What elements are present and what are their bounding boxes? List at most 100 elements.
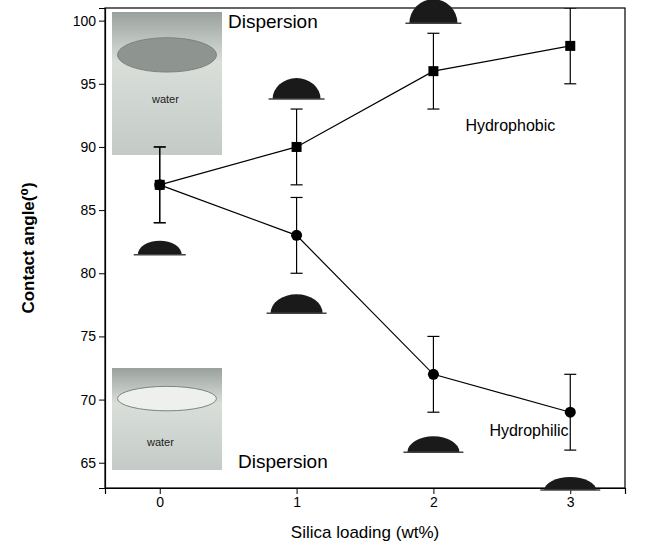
tick: 65 bbox=[80, 455, 105, 471]
photo bbox=[112, 12, 222, 155]
marker bbox=[155, 180, 165, 190]
tick-mark bbox=[99, 273, 105, 274]
error-bar bbox=[154, 147, 166, 223]
error-cap bbox=[291, 197, 303, 198]
tick: 70 bbox=[80, 392, 105, 408]
tick: 0 bbox=[156, 488, 164, 510]
marker bbox=[154, 179, 165, 190]
photo-frame bbox=[112, 368, 222, 470]
x-axis-title: Silica loading (wt%) bbox=[291, 523, 439, 542]
error-bar bbox=[427, 33, 439, 109]
droplet bbox=[267, 294, 327, 313]
tick: 95 bbox=[80, 76, 105, 92]
tick-label: 0 bbox=[156, 494, 164, 510]
tick: 3 bbox=[567, 488, 575, 510]
plot-frame bbox=[105, 8, 625, 488]
droplet-base bbox=[540, 489, 600, 491]
tick-label: 70 bbox=[80, 392, 96, 408]
tick-label: 95 bbox=[80, 76, 96, 92]
tick-label: 80 bbox=[80, 265, 96, 281]
tick-label: 1 bbox=[293, 494, 301, 510]
annotation: water bbox=[146, 436, 174, 448]
photo bbox=[112, 368, 222, 470]
photo-surface bbox=[118, 38, 217, 72]
series-line bbox=[160, 46, 571, 185]
droplet-shape bbox=[409, 0, 457, 23]
x-axis: 0 1 2 3 bbox=[106, 488, 626, 510]
plot-area bbox=[154, 8, 577, 450]
tick: 2 bbox=[430, 488, 438, 510]
error-cap bbox=[291, 184, 303, 185]
tick-mark bbox=[99, 400, 105, 401]
droplet-shape bbox=[544, 477, 596, 490]
y-axis: 65 70 75 80 85 90 95 100 bbox=[73, 9, 106, 489]
error-cap bbox=[291, 108, 303, 109]
error-cap bbox=[154, 146, 166, 147]
error-cap bbox=[427, 412, 439, 413]
tick-mark bbox=[99, 21, 105, 22]
tick-mark bbox=[99, 84, 105, 85]
error-bar bbox=[427, 336, 439, 412]
tick-mark bbox=[99, 336, 105, 337]
tick-mark bbox=[99, 147, 105, 148]
droplet bbox=[134, 241, 186, 255]
marker bbox=[565, 407, 576, 418]
tick: 75 bbox=[80, 328, 105, 344]
photo-surface bbox=[118, 386, 217, 410]
error-cap bbox=[427, 108, 439, 109]
series-label: Hydrophobic bbox=[465, 117, 555, 134]
tick-label: 85 bbox=[80, 202, 96, 218]
tick-label: 2 bbox=[430, 494, 438, 510]
series-line bbox=[160, 185, 571, 412]
droplet bbox=[269, 78, 325, 99]
tick-mark bbox=[99, 463, 105, 464]
tick: 90 bbox=[80, 139, 105, 155]
photo-frame bbox=[112, 12, 222, 155]
droplet-shape bbox=[138, 241, 182, 255]
series-label: Hydrophilic bbox=[489, 422, 568, 439]
droplet-shape bbox=[271, 294, 323, 313]
marker bbox=[291, 230, 302, 241]
error-cap bbox=[564, 8, 576, 9]
error-bar bbox=[291, 197, 303, 273]
annotation: Dispersion bbox=[228, 11, 318, 32]
error-cap bbox=[427, 336, 439, 337]
error-cap bbox=[154, 146, 166, 147]
tick-label: 90 bbox=[80, 139, 96, 155]
error-cap bbox=[564, 450, 576, 451]
tick-label: 65 bbox=[80, 455, 96, 471]
error-cap bbox=[154, 222, 166, 223]
y-axis-title: Contact angle(⁰) bbox=[19, 182, 38, 313]
tick: 80 bbox=[80, 265, 105, 281]
droplet bbox=[403, 436, 463, 452]
tick-label: 100 bbox=[73, 13, 97, 29]
droplet-base bbox=[267, 313, 327, 315]
error-bar bbox=[154, 147, 166, 223]
error-cap bbox=[427, 33, 439, 34]
error-cap bbox=[291, 273, 303, 274]
droplet-base bbox=[269, 98, 325, 100]
droplet-base bbox=[134, 254, 186, 256]
tick: 1 bbox=[293, 488, 301, 510]
error-cap bbox=[564, 83, 576, 84]
droplet-shape bbox=[407, 436, 459, 452]
annotation: water bbox=[151, 93, 179, 105]
tick-label: 75 bbox=[80, 328, 96, 344]
marker bbox=[428, 369, 439, 380]
error-bar bbox=[564, 8, 576, 84]
marker bbox=[565, 41, 575, 51]
error-cap bbox=[154, 222, 166, 223]
tick: 100 bbox=[73, 13, 105, 29]
tick: 85 bbox=[80, 202, 105, 218]
error-bar bbox=[291, 109, 303, 185]
droplet bbox=[540, 477, 600, 490]
tick-label: 3 bbox=[567, 494, 575, 510]
droplet-base bbox=[405, 23, 461, 25]
annotation: Dispersion bbox=[238, 451, 328, 472]
error-cap bbox=[564, 374, 576, 375]
tick-mark bbox=[99, 210, 105, 211]
droplet-base bbox=[403, 451, 463, 453]
droplet-shape bbox=[273, 78, 321, 99]
marker bbox=[292, 142, 302, 152]
droplet bbox=[405, 0, 461, 23]
